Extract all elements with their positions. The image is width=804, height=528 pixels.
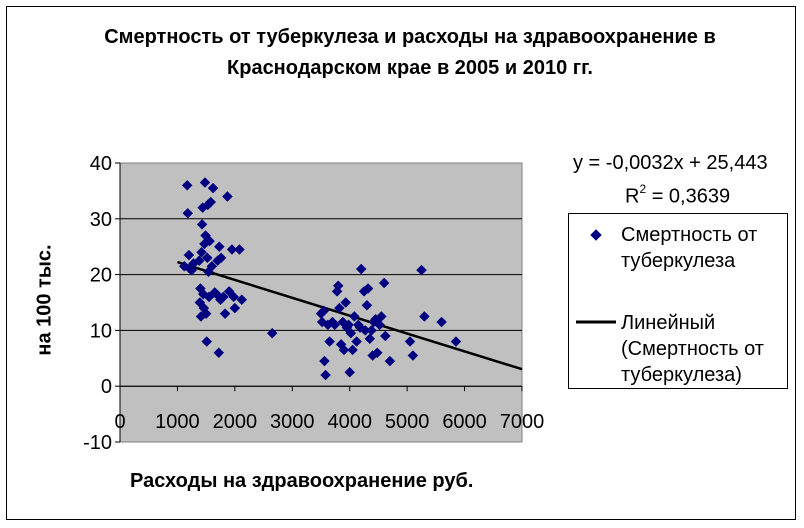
data-point	[343, 319, 354, 331]
data-point	[318, 305, 330, 317]
x-tick-label: 2000	[213, 411, 258, 433]
legend-symbols	[576, 229, 616, 324]
data-point	[364, 333, 376, 345]
data-point	[204, 235, 215, 247]
data-point	[378, 277, 390, 289]
x-tick-label: 7000	[500, 411, 545, 433]
data-point	[348, 311, 360, 322]
data-point	[355, 263, 367, 275]
data-point	[218, 291, 229, 303]
trendline-equation: y = -0,0032x + 25,443	[573, 152, 768, 174]
data-point	[345, 327, 357, 339]
trendline-r-squared: R2 = 0,3639	[625, 182, 731, 209]
data-point	[374, 319, 385, 331]
data-point	[338, 344, 350, 356]
data-point	[340, 297, 352, 308]
data-point	[384, 355, 396, 367]
data-point	[193, 255, 205, 267]
x-tick-label: 5000	[385, 411, 430, 433]
data-point	[371, 347, 383, 359]
data-point	[266, 327, 278, 339]
data-point	[201, 336, 213, 347]
r2-prefix: R	[625, 185, 640, 208]
data-point	[182, 207, 194, 219]
data-point	[206, 260, 218, 272]
data-point	[181, 179, 193, 191]
data-point	[379, 330, 391, 342]
data-point	[361, 299, 373, 311]
legend: Смертность от туберкулеза Линейный (Смер…	[568, 213, 788, 389]
data-point	[200, 308, 212, 320]
data-point	[234, 244, 245, 255]
data-point	[196, 219, 208, 230]
data-point	[362, 283, 374, 294]
data-point	[407, 350, 419, 361]
y-tick-label: 0	[101, 376, 112, 398]
data-point	[228, 291, 240, 303]
data-point	[219, 308, 231, 320]
data-point	[375, 311, 387, 322]
data-point	[207, 182, 219, 194]
data-point	[404, 336, 416, 347]
y-tick-label: -10	[83, 432, 112, 454]
legend-series-label: Смертность от туберкулеза	[621, 224, 758, 272]
legend-marker-icon	[590, 229, 602, 241]
r2-superscript: 2	[639, 182, 647, 196]
data-point	[201, 252, 213, 264]
x-tick-label: 6000	[442, 411, 487, 433]
r2-value: = 0,3639	[646, 185, 731, 208]
data-point	[199, 177, 211, 188]
legend-trend-label: Линейный (Смертность от туберкулеза)	[621, 312, 764, 386]
x-tick-label: 4000	[327, 411, 372, 433]
y-tick-label: 40	[90, 153, 112, 175]
data-point	[334, 302, 345, 314]
data-point	[320, 369, 331, 381]
data-point	[347, 344, 358, 356]
x-tick-label: 1000	[155, 411, 200, 433]
y-tick-label: 20	[90, 265, 112, 287]
x-axis-label: Расходы на здравоохранение руб.	[130, 470, 474, 492]
y-tick-label: 10	[90, 320, 112, 342]
data-point	[329, 319, 341, 331]
data-point	[213, 241, 225, 253]
y-axis-label: на 100 тыс.	[33, 244, 56, 356]
data-point	[196, 246, 207, 258]
chart-title: Смертность от туберкулеза и расходы на з…	[104, 26, 716, 79]
data-point	[226, 244, 238, 255]
data-point	[215, 252, 227, 264]
data-point	[436, 316, 447, 328]
data-point	[222, 191, 233, 202]
data-point	[324, 336, 335, 347]
x-tick-label: 3000	[270, 411, 315, 433]
data-point	[344, 366, 356, 378]
data-point	[351, 336, 362, 347]
data-point	[332, 280, 344, 292]
y-tick-label: 30	[90, 209, 112, 231]
data-point	[236, 294, 248, 306]
data-point	[213, 347, 225, 359]
plot-area	[119, 162, 523, 443]
data-point	[450, 336, 462, 347]
data-point	[416, 264, 427, 276]
data-point	[419, 311, 430, 322]
trendline	[177, 260, 523, 371]
data-point	[366, 325, 377, 336]
data-point	[319, 355, 330, 367]
data-point	[183, 249, 195, 261]
data-point	[205, 196, 217, 208]
data-point	[229, 302, 241, 314]
x-tick-label: 0	[114, 411, 125, 433]
